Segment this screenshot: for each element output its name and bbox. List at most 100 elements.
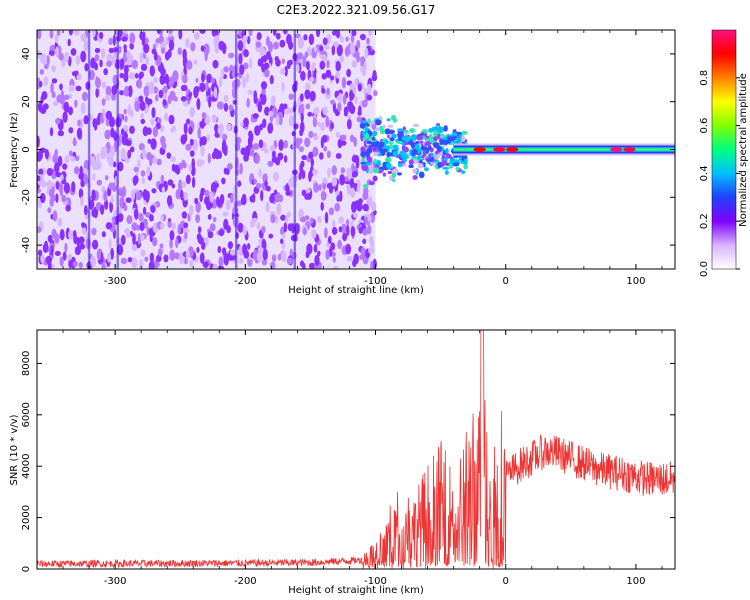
noise-speck [199,136,204,148]
snr-y-tick-label: 2000 [21,505,32,530]
noise-speck [99,31,104,40]
transition-speck [378,166,385,170]
noise-speck [195,214,201,224]
snr-x-label: Height of straight line (km) [288,585,424,596]
snr-x-tick-label: 100 [626,576,645,587]
noise-speck [258,139,264,149]
noise-speck [249,57,253,69]
noise-speck [96,249,101,261]
noise-speck [269,75,274,85]
transition-speck [392,150,399,158]
noise-speck [304,215,310,221]
noise-speck [101,81,107,89]
noise-speck [230,254,237,261]
noise-speck [83,205,88,216]
noise-speck [295,137,301,149]
noise-speck [254,125,261,136]
noise-speck [304,51,309,58]
noise-speck [254,153,260,165]
noise-speck [68,230,75,240]
noise-speck [133,175,139,184]
noise-speck [350,226,356,237]
transition-speck [406,137,411,142]
noise-speck [265,201,270,213]
noise-speck [372,175,378,182]
transition-speck [384,139,389,144]
noise-speck [369,235,374,247]
noise-speck [313,134,319,141]
noise-speck [218,76,223,88]
noise-speck [158,89,164,99]
noise-speck [286,257,293,265]
noise-speck [287,107,294,114]
noise-speck [140,63,148,72]
noise-speck [61,194,67,203]
transition-speck [412,123,420,128]
noise-speck [182,74,188,84]
noise-speck [283,155,288,163]
noise-speck [70,156,76,162]
noise-speck [322,106,328,116]
noise-speck [164,36,169,46]
noise-speck [199,159,205,165]
noise-speck [133,208,139,220]
noise-speck [219,194,225,205]
noise-speck [327,167,331,178]
noise-speck [112,34,116,46]
spectrogram-x-label: Height of straight line (km) [288,285,424,296]
noise-speck [270,214,276,224]
transition-speck [409,128,416,134]
noise-speck [127,54,131,66]
noise-speck [296,52,304,60]
snr-series [37,330,675,569]
noise-speck [313,244,318,253]
noise-speck [349,42,356,55]
noise-speck [321,87,326,94]
transition-speck [366,140,372,145]
noise-speck [349,187,356,198]
noise-speck [258,168,262,178]
noise-speck [60,174,64,181]
transition-speck [408,159,414,166]
transition-speck [382,172,387,177]
noise-speck [322,37,328,46]
noise-speck [324,227,328,239]
noise-speck [199,252,205,264]
noise-speck [367,83,372,95]
noise-speck [285,214,289,224]
noise-speck [325,249,330,260]
noise-speck [320,54,327,61]
noise-speck [355,159,360,169]
transition-speck [433,136,438,142]
noise-speck [284,65,288,77]
transition-speck [458,133,463,138]
noise-speck [62,111,68,123]
noise-speck [55,181,60,190]
noise-speck [199,82,206,93]
noise-speck [181,180,187,188]
noise-speck [171,222,177,231]
noise-speck [94,77,101,88]
transition-speck [389,144,394,150]
noise-speck [281,82,285,93]
noise-speck [123,88,130,97]
noise-speck [361,99,368,108]
noise-speck [51,78,58,84]
noise-speck [46,180,53,190]
noise-speck [349,134,355,143]
spectrogram-x-tick-label: 0 [503,276,509,287]
noise-speck [245,72,250,83]
noise-speck [118,187,123,196]
noise-speck [108,47,115,54]
noise-speck [94,54,100,62]
noise-speck [230,193,234,204]
noise-speck [275,114,280,126]
noise-speck [101,98,106,106]
transition-speck [375,119,382,126]
transition-speck [447,138,452,144]
carrier-hotspot [623,147,636,152]
noise-speck [270,95,276,107]
noise-speck [59,229,65,241]
noise-speck [64,242,68,253]
noise-speck [317,250,321,257]
